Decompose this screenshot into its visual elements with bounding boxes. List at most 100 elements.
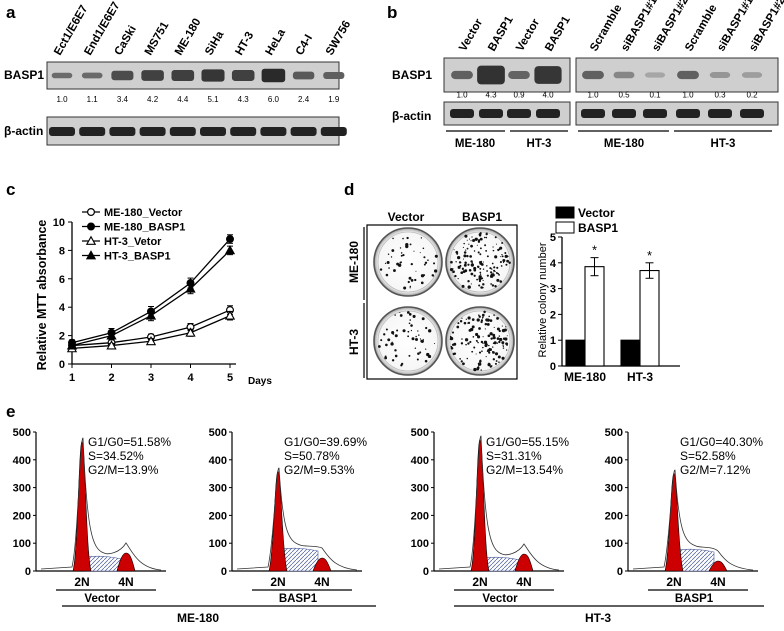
- colony-dot: [479, 253, 482, 256]
- colony-dot: [496, 266, 499, 269]
- colony-dot: [470, 240, 472, 242]
- colony-dot: [423, 256, 426, 259]
- colony-dot: [401, 362, 404, 366]
- colony-dot: [470, 272, 474, 276]
- colony-dot: [465, 249, 467, 251]
- panel-b-right-basp1-blot: [575, 57, 779, 93]
- colony-dot: [380, 339, 383, 342]
- colony-dot: [420, 281, 424, 285]
- colony-dot: [486, 274, 489, 277]
- flow-y-tick-label: 500: [209, 427, 227, 439]
- colony-dot: [403, 286, 407, 290]
- panel-b-actin-band-right: [708, 109, 732, 118]
- colony-dot: [472, 336, 475, 338]
- colony-dish: [373, 227, 443, 297]
- colony-dot: [493, 314, 495, 316]
- flow-y-tick-label: 0: [25, 566, 31, 578]
- colony-dot: [396, 262, 400, 266]
- colony-dot: [493, 266, 496, 269]
- panel-a-basp1-band: [323, 71, 345, 80]
- colony-dot: [457, 278, 459, 280]
- colony-dot: [420, 237, 423, 239]
- colony-dot: [408, 312, 412, 316]
- panel-a-actin-band: [139, 127, 166, 136]
- colony-dot: [488, 344, 490, 347]
- colony-dot: [486, 232, 488, 234]
- panel-c-legend-label: ME-180_BASP1: [104, 222, 185, 234]
- colony-dot: [470, 283, 472, 285]
- colony-dot: [494, 284, 497, 288]
- colony-dot: [402, 237, 404, 240]
- flow-histogram-outline: [632, 469, 754, 571]
- colony-dot: [492, 351, 495, 354]
- colony-dot: [476, 278, 478, 281]
- panel-a-value: 4.4: [177, 95, 189, 104]
- colony-dot: [463, 263, 467, 267]
- colony-dot: [453, 249, 455, 251]
- colony-dot: [467, 321, 471, 324]
- colony-dot: [476, 367, 480, 371]
- colony-dot: [496, 327, 500, 331]
- panel-a-label: a: [6, 3, 16, 22]
- panel-a-value: 2.4: [298, 95, 310, 104]
- colony-dot: [492, 346, 494, 348]
- panel-d-legend-swatch: [555, 221, 575, 234]
- flow-condition-label: Vector: [84, 593, 120, 605]
- colony-dot: [492, 249, 495, 252]
- flow-y-tick-label: 0: [423, 566, 429, 578]
- flow-y-tick-label: 100: [209, 538, 227, 550]
- colony-dot: [465, 343, 467, 346]
- colony-dot: [490, 283, 492, 285]
- colony-dot: [475, 353, 477, 355]
- colony-dot: [479, 359, 482, 362]
- panel-a-actin-band: [79, 127, 106, 136]
- colony-dot: [463, 321, 467, 325]
- colony-dot: [399, 261, 402, 264]
- colony-dot: [409, 319, 412, 321]
- colony-dot: [449, 335, 452, 338]
- colony-dot: [391, 359, 395, 362]
- colony-dot: [427, 259, 429, 261]
- colony-dot: [457, 255, 461, 260]
- colony-dot: [497, 355, 501, 359]
- panel-d-dishes: [373, 227, 515, 376]
- panel-a-basp1-band: [261, 68, 286, 83]
- colony-dot: [479, 273, 482, 275]
- flow-2n-label: 2N: [74, 575, 89, 589]
- panel-c-legend: ME-180_Vector ME-180_BASP1 HT-3_Vetor HT-3_…: [82, 207, 185, 263]
- panel-a-actin-band: [200, 127, 226, 136]
- colony-dot: [450, 260, 453, 264]
- panel-e-histograms: 0100200300400500G1/G0=51.58%S=34.52%G2/M…: [13, 427, 764, 605]
- colony-dot: [482, 279, 484, 282]
- panel-b-value: 4.0: [542, 91, 554, 100]
- colony-dot: [402, 253, 405, 257]
- colony-dot: [492, 272, 494, 274]
- panel-a-lane-label: MS751: [143, 19, 172, 57]
- colony-dot: [492, 336, 496, 340]
- flow-y-tick-label: 200: [411, 510, 429, 522]
- panel-a-basp1-band: [292, 71, 315, 80]
- colony-dot: [504, 337, 508, 341]
- colony-dot: [461, 338, 463, 340]
- colony-dot: [449, 336, 454, 341]
- colony-dot: [471, 262, 473, 264]
- colony-dot: [501, 255, 504, 258]
- colony-dot: [503, 259, 505, 262]
- panel-d-y-tick-label: 0: [550, 361, 556, 373]
- colony-dot: [390, 256, 393, 258]
- panel-b-group-me180-left: ME-180: [455, 138, 495, 150]
- colony-dot: [409, 287, 411, 289]
- colony-dot: [449, 338, 451, 340]
- colony-dot: [407, 335, 410, 338]
- colony-dot: [478, 284, 481, 287]
- panel-d-bar: [565, 339, 586, 367]
- panel-a-actin-label: β-actin: [4, 124, 43, 138]
- colony-dot: [501, 341, 505, 345]
- panel-e-cell-line-me180: ME-180: [177, 611, 219, 625]
- colony-dot: [460, 271, 464, 275]
- colony-dot: [501, 356, 505, 360]
- panel-d-y-tick-label: 3: [550, 284, 556, 296]
- colony-dot: [484, 322, 488, 326]
- colony-dot: [496, 342, 499, 344]
- colony-dot: [473, 274, 476, 277]
